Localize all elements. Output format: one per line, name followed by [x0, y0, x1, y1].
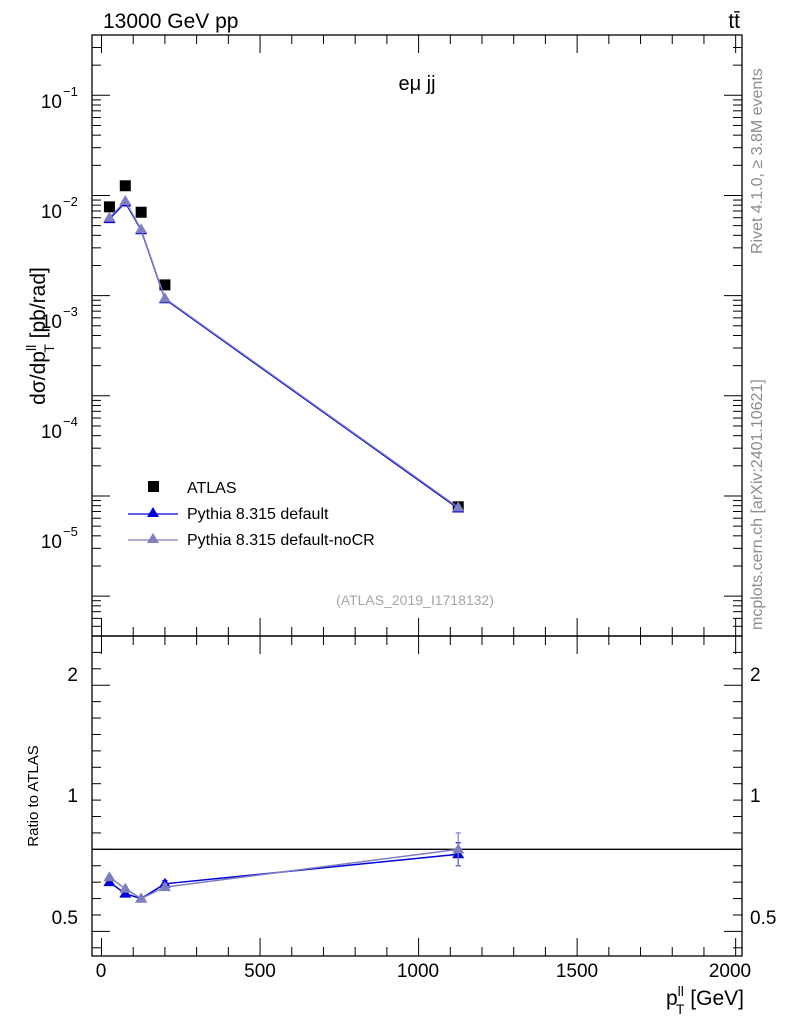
y-tick-label-1e-2: 10 [41, 202, 62, 223]
y-tick-exp-1e-1: −1 [63, 84, 78, 99]
legend-marker-default [147, 507, 159, 517]
y-tick-label-1e-4: 10 [41, 422, 62, 443]
rivet-label: Rivet 4.1.0, ≥ 3.8M events [749, 68, 766, 254]
series-marker-2-3 [158, 292, 171, 303]
ratio-marker-1-3 [158, 881, 171, 892]
process-label: tt̄ [728, 10, 740, 33]
ratio-marker-1-0 [103, 871, 116, 882]
ratio-panel-frame [91, 635, 743, 957]
y-tick-label-1e-3: 10 [41, 312, 62, 333]
y-tick-exp-1e-5: −5 [63, 524, 78, 539]
series-marker-2-4 [452, 501, 465, 512]
legend-marker-nocr [147, 533, 159, 543]
ratio-tick-label-left-1: 1 [67, 786, 78, 807]
legend: ATLAS Pythia 8.315 default Pythia 8.315 … [128, 480, 375, 549]
ratio-tick-label-right-2: 2 [750, 665, 761, 686]
y-tick-label-1e-5: 10 [41, 532, 62, 553]
ratio-line-0 [108, 853, 459, 900]
legend-label-default: Pythia 8.315 default [187, 506, 329, 523]
x-tick-label-2000: 2000 [709, 961, 751, 982]
analysis-id: (ATLAS_2019_I1718132) [336, 592, 494, 608]
legend-label-nocr: Pythia 8.315 default-noCR [187, 532, 375, 549]
x-tick-label-1000: 1000 [397, 961, 439, 982]
series-line-1 [108, 201, 459, 510]
x-tick-label-1500: 1500 [556, 961, 598, 982]
ratio-series-group [92, 832, 742, 903]
data-point-0 [103, 201, 115, 213]
energy-label: 13000 GeV pp [103, 10, 238, 33]
series-marker-2-0 [103, 211, 116, 222]
ratio-axis-ticks [92, 636, 742, 956]
main-axis-ticks [92, 34, 742, 637]
ratio-tick-label-right-1: 1 [750, 786, 761, 807]
main-y-axis-label: dσ/dpll T [pb/rad] [23, 267, 57, 405]
data-point-1 [119, 180, 131, 192]
ratio-marker-1-2 [135, 892, 148, 903]
ratio-marker-1-1 [119, 882, 132, 893]
y-tick-exp-1e-4: −4 [63, 414, 78, 429]
data-point-2 [135, 206, 147, 218]
x-tick-label-0: 0 [96, 961, 107, 982]
series-line-2 [108, 199, 459, 508]
x-axis-label: pll T [GeV] [666, 983, 744, 1017]
main-y-tick-labels: 10 −5 10 −4 10 −3 10 −2 10 −1 [41, 84, 78, 553]
ratio-line-1 [108, 848, 459, 900]
y-tick-label-1e-1: 10 [41, 92, 62, 113]
y-tick-exp-1e-2: −2 [63, 194, 78, 209]
ratio-y-axis-label: Ratio to ATLAS [25, 745, 42, 846]
series-marker-2-2 [135, 223, 148, 234]
legend-marker-atlas [148, 481, 159, 492]
ratio-tick-label-right-05: 0.5 [750, 908, 776, 929]
series-marker-2-1 [119, 195, 132, 206]
data-point-3 [159, 279, 171, 291]
y-tick-exp-1e-3: −3 [63, 304, 78, 319]
main-series-group [103, 180, 465, 513]
mcplots-label: mcplots.cern.ch [arXiv:2401.10621] [749, 379, 766, 630]
ratio-tick-label-left-05: 0.5 [52, 908, 78, 929]
panel-title: eμ jj [398, 73, 435, 95]
ratio-tick-label-left-2: 2 [67, 665, 78, 686]
x-tick-labels: 0 500 1000 1500 2000 [96, 961, 751, 982]
ratio-y-tick-labels: 2 1 0.5 2 1 0.5 [52, 665, 777, 929]
legend-label-atlas: ATLAS [187, 480, 237, 497]
ratio-marker-1-4 [452, 843, 465, 854]
x-tick-label-500: 500 [244, 961, 276, 982]
